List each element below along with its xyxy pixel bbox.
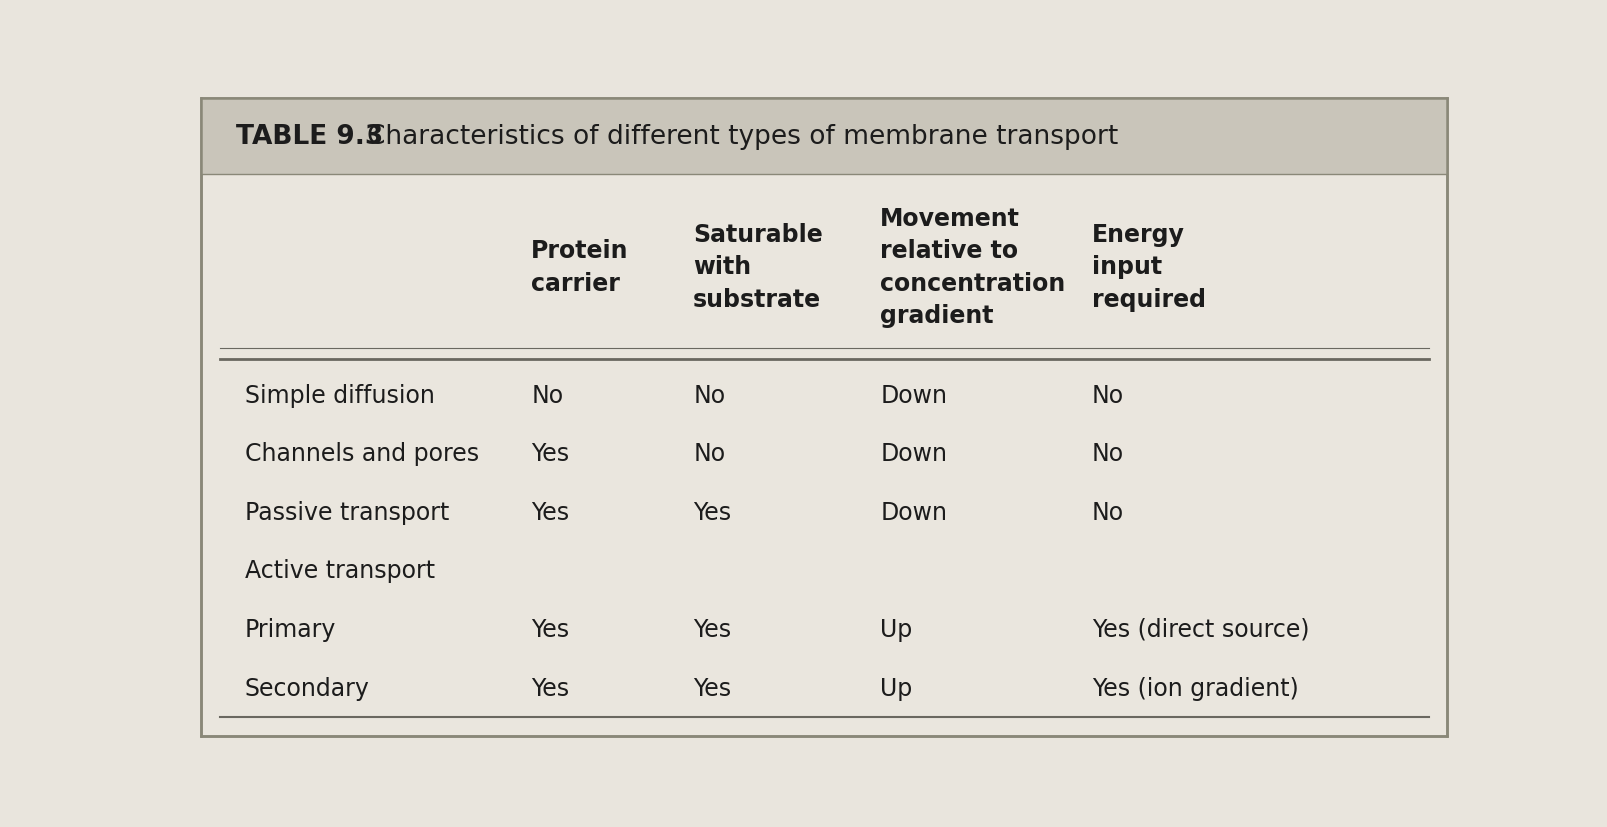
Text: No: No bbox=[693, 384, 725, 408]
Text: No: No bbox=[1091, 384, 1123, 408]
Text: Yes: Yes bbox=[693, 676, 731, 700]
Text: Yes: Yes bbox=[530, 442, 569, 466]
Text: No: No bbox=[693, 442, 725, 466]
Text: Energy
input
required: Energy input required bbox=[1091, 222, 1205, 312]
Text: Movement
relative to
concentration
gradient: Movement relative to concentration gradi… bbox=[879, 206, 1065, 327]
Text: Secondary: Secondary bbox=[244, 676, 370, 700]
Text: Yes: Yes bbox=[693, 500, 731, 524]
Text: Yes: Yes bbox=[693, 617, 731, 641]
Text: Characteristics of different types of membrane transport: Characteristics of different types of me… bbox=[366, 124, 1117, 150]
Text: No: No bbox=[1091, 442, 1123, 466]
Text: No: No bbox=[530, 384, 562, 408]
Text: TABLE 9.3: TABLE 9.3 bbox=[236, 124, 382, 150]
Text: Primary: Primary bbox=[244, 617, 336, 641]
Text: Down: Down bbox=[879, 500, 947, 524]
Text: Down: Down bbox=[879, 442, 947, 466]
Text: Active transport: Active transport bbox=[244, 559, 434, 583]
Text: Passive transport: Passive transport bbox=[244, 500, 448, 524]
Text: Channels and pores: Channels and pores bbox=[244, 442, 479, 466]
Text: Simple diffusion: Simple diffusion bbox=[244, 384, 434, 408]
Text: Yes: Yes bbox=[530, 500, 569, 524]
Text: Up: Up bbox=[879, 617, 911, 641]
Text: Saturable
with
substrate: Saturable with substrate bbox=[693, 222, 823, 312]
Text: Yes (ion gradient): Yes (ion gradient) bbox=[1091, 676, 1298, 700]
Bar bbox=[201, 99, 1446, 174]
Text: Down: Down bbox=[879, 384, 947, 408]
Text: Yes: Yes bbox=[530, 617, 569, 641]
Text: Yes: Yes bbox=[530, 676, 569, 700]
Text: Yes (direct source): Yes (direct source) bbox=[1091, 617, 1308, 641]
Text: No: No bbox=[1091, 500, 1123, 524]
Text: Protein
carrier: Protein carrier bbox=[530, 239, 628, 295]
Text: Up: Up bbox=[879, 676, 911, 700]
